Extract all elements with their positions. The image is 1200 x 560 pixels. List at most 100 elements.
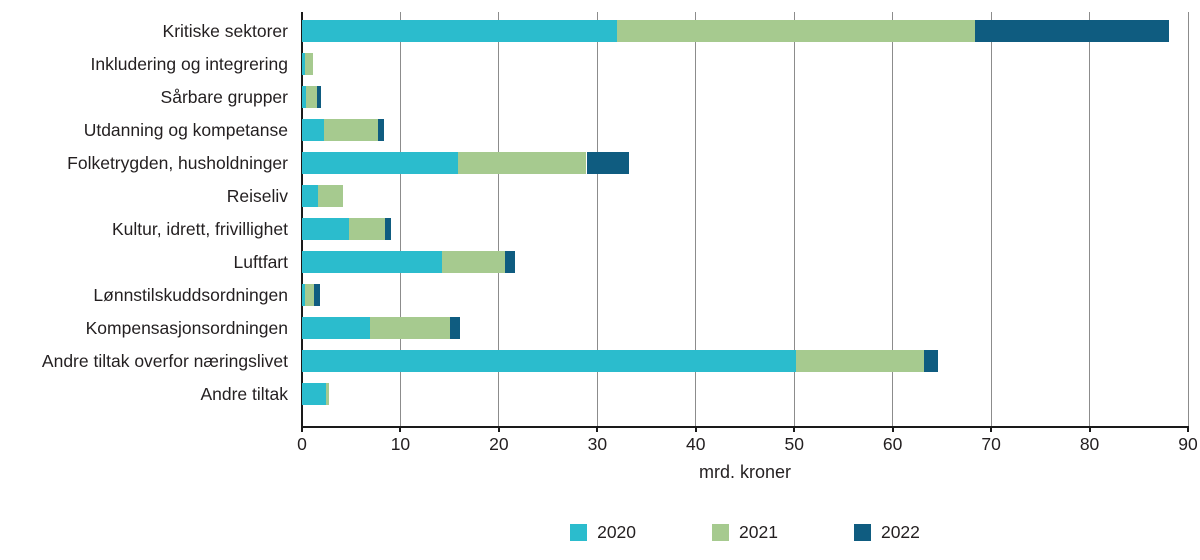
x-tick-label: 20 [489,434,509,454]
legend-swatch-icon [853,524,871,541]
bar-segment-2020 [302,152,458,174]
bar-row [302,185,1188,207]
bar-segment-2021 [349,218,385,240]
gridline-x-60 [892,12,894,426]
gridline-x-70 [990,12,992,426]
bar-segment-2021 [457,152,587,174]
legend-swatch-icon [570,524,588,541]
x-tick-label: 90 [1178,434,1198,454]
bar-segment-2021 [305,86,317,108]
category-label: Andre tiltak overfor næringslivet [41,351,288,371]
bar-segment-2021 [796,350,925,372]
x-tick-label: 30 [587,434,608,454]
x-tick-label: 50 [784,434,804,454]
bar-segment-2020 [302,185,318,207]
category-label: Luftfart [233,252,288,272]
bar-segment-2022 [924,350,938,372]
bar-segment-2020 [302,119,324,141]
legend-item-2020: 2020 [570,522,636,543]
bar-row [302,53,1188,75]
bar-row [302,383,1188,405]
bar-segment-2020 [302,383,326,405]
bar-row [302,284,1188,306]
bar-segment-2022 [377,119,384,141]
x-tick-label: 10 [390,434,411,454]
x-tick-label: 0 [297,434,307,454]
category-label: Reiseliv [226,186,288,206]
legend-label: 2022 [880,522,920,542]
x-tick-label: 60 [882,434,903,454]
legend-label: 2021 [739,522,778,542]
category-label: Kultur, idrett, frivillighet [111,219,288,239]
bar-segment-2020 [302,218,350,240]
x-tick [793,426,796,432]
gridline-x-30 [596,12,598,426]
category-label: Utdanning og kompetanse [83,120,288,140]
category-label: Folketrygden, husholdninger [67,153,288,173]
legend-item-2022: 2022 [853,522,920,543]
bar-segment-2020 [302,20,618,42]
bar-row [302,152,1188,174]
gridline-x-10 [399,12,401,426]
x-tick-label: 80 [1079,434,1100,454]
bar-row [302,218,1188,240]
x-tick [891,426,894,432]
x-tick [399,426,402,432]
gridline-x-90 [1187,12,1189,426]
x-tick-label: 40 [686,434,706,454]
bar-segment-2021 [617,20,976,42]
bar-segment-2022 [313,284,320,306]
bar-segment-2021 [317,185,344,207]
category-label: Andre tiltak [200,384,288,404]
bar-segment-2022 [975,20,1170,42]
bar-row [302,86,1188,108]
bar-row [302,20,1188,42]
legend-label: 2020 [597,522,637,542]
gridline-x-20 [498,12,500,426]
category-label: Lønnstilskuddsordningen [93,285,288,305]
bar-segment-2020 [302,86,306,108]
bar-segment-2021 [325,383,329,405]
bar-row [302,317,1188,339]
x-axis-title: mrd. kroner [698,462,792,482]
legend-item-2021: 2021 [712,522,778,543]
legend-swatch-icon [712,524,730,541]
x-tick [990,426,993,432]
x-tick [694,426,697,432]
bar-segment-2020 [302,350,797,372]
category-label: Inkludering og integrering [90,54,289,74]
x-tick [596,426,599,432]
bar-segment-2021 [369,317,450,339]
legend: 2020 2021 2022 [302,522,1188,543]
gridline-x-40 [695,12,697,426]
bar-row [302,350,1188,372]
bar-segment-2021 [304,284,314,306]
bar-segment-2022 [316,86,321,108]
x-axis-line [301,426,1189,428]
bar-segment-2020 [302,53,305,75]
bar-segment-2020 [302,251,442,273]
x-tick [497,426,500,432]
bar-segment-2022 [449,317,460,339]
x-tick [1187,426,1189,432]
gridline-x-80 [1089,12,1091,426]
bar-segment-2022 [384,218,391,240]
bar-segment-2022 [504,251,515,273]
x-tick [1088,426,1091,432]
bar-segment-2021 [304,53,313,75]
gridline-x-50 [793,12,795,426]
x-tick [301,426,303,432]
x-tick-label: 70 [981,434,1001,454]
bar-segment-2020 [302,284,305,306]
bar-segment-2020 [302,317,370,339]
bar-row [302,251,1188,273]
category-label: Kritiske sektorer [162,21,288,41]
bar-segment-2021 [323,119,378,141]
bar-row [302,119,1188,141]
bar-segment-2021 [441,251,505,273]
category-label: Kompensasjonsordningen [85,318,288,338]
category-label: Sårbare grupper [160,87,288,107]
plot-area [301,12,1189,428]
bar-segment-2022 [586,152,629,174]
